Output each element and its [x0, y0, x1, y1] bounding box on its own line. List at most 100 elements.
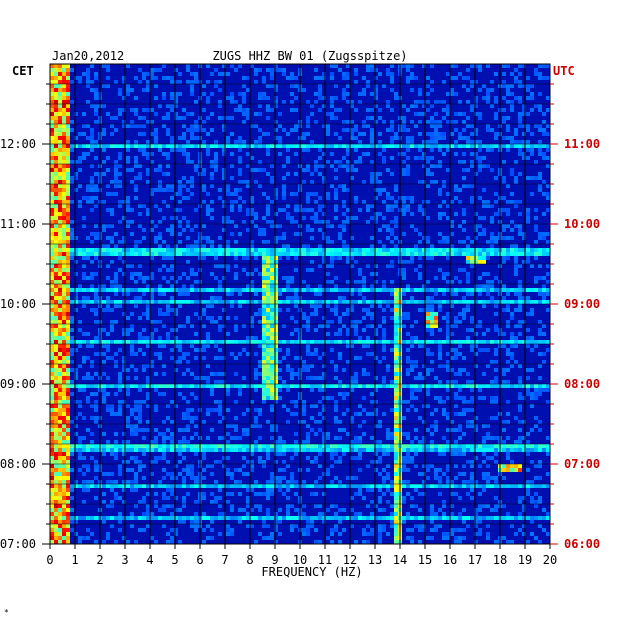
- spectrogram-cell: [50, 284, 54, 288]
- spectrogram-cell: [194, 288, 198, 292]
- spectrogram-cell: [262, 296, 266, 300]
- spectrogram-cell: [162, 92, 166, 96]
- spectrogram-cell: [118, 300, 122, 304]
- spectrogram-cell: [166, 280, 170, 284]
- spectrogram-cell: [154, 388, 158, 392]
- spectrogram-cell: [214, 372, 218, 376]
- spectrogram-cell: [238, 384, 242, 388]
- spectrogram-cell: [66, 108, 70, 112]
- spectrogram-cell: [122, 200, 126, 204]
- spectrogram-cell: [126, 204, 130, 208]
- spectrogram-cell: [378, 108, 382, 112]
- spectrogram-cell: [222, 144, 226, 148]
- spectrogram-cell: [258, 344, 262, 348]
- spectrogram-cell: [478, 88, 482, 92]
- spectrogram-cell: [222, 248, 226, 252]
- spectrogram-cell: [58, 352, 62, 356]
- spectrogram-cell: [142, 88, 146, 92]
- spectrogram-cell: [102, 392, 106, 396]
- spectrogram-cell: [306, 368, 310, 372]
- spectrogram-cell: [214, 384, 218, 388]
- spectrogram-cell: [250, 244, 254, 248]
- spectrogram-cell: [538, 332, 542, 336]
- spectrogram-cell: [386, 100, 390, 104]
- spectrogram-cell: [282, 404, 286, 408]
- spectrogram-cell: [382, 148, 386, 152]
- spectrogram-cell: [506, 292, 510, 296]
- spectrogram-cell: [106, 448, 110, 452]
- spectrogram-cell: [262, 344, 266, 348]
- spectrogram-cell: [314, 420, 318, 424]
- spectrogram-cell: [254, 300, 258, 304]
- spectrogram-cell: [450, 444, 454, 448]
- spectrogram-cell: [446, 148, 450, 152]
- spectrogram-cell: [218, 460, 222, 464]
- spectrogram-cell: [438, 468, 442, 472]
- spectrogram-cell: [142, 144, 146, 148]
- spectrogram-cell: [346, 76, 350, 80]
- spectrogram-cell: [466, 236, 470, 240]
- spectrogram-cell: [90, 272, 94, 276]
- spectrogram-cell: [138, 264, 142, 268]
- spectrogram-cell: [154, 224, 158, 228]
- spectrogram-cell: [362, 408, 366, 412]
- spectrogram-cell: [182, 108, 186, 112]
- spectrogram-cell: [134, 424, 138, 428]
- spectrogram-cell: [462, 160, 466, 164]
- spectrogram-cell: [426, 160, 430, 164]
- spectrogram-cell: [118, 388, 122, 392]
- spectrogram-cell: [314, 100, 318, 104]
- spectrogram-cell: [130, 428, 134, 432]
- spectrogram-cell: [126, 420, 130, 424]
- spectrogram-cell: [374, 104, 378, 108]
- spectrogram-cell: [162, 188, 166, 192]
- spectrogram-cell: [382, 348, 386, 352]
- spectrogram-cell: [62, 308, 66, 312]
- spectrogram-cell: [222, 464, 226, 468]
- spectrogram-cell: [50, 196, 54, 200]
- spectrogram-cell: [254, 144, 258, 148]
- spectrogram-cell: [506, 116, 510, 120]
- spectrogram-cell: [158, 236, 162, 240]
- spectrogram-cell: [322, 288, 326, 292]
- spectrogram-cell: [466, 100, 470, 104]
- spectrogram-cell: [514, 324, 518, 328]
- spectrogram-cell: [66, 408, 70, 412]
- spectrogram-cell: [158, 384, 162, 388]
- spectrogram-cell: [342, 244, 346, 248]
- spectrogram-cell: [518, 252, 522, 256]
- spectrogram-cell: [326, 448, 330, 452]
- spectrogram-cell: [350, 176, 354, 180]
- spectrogram-cell: [242, 412, 246, 416]
- spectrogram-cell: [54, 332, 58, 336]
- spectrogram-cell: [502, 284, 506, 288]
- spectrogram-cell: [266, 348, 270, 352]
- spectrogram-cell: [250, 288, 254, 292]
- spectrogram-cell: [50, 244, 54, 248]
- spectrogram-cell: [438, 252, 442, 256]
- spectrogram-cell: [258, 364, 262, 368]
- spectrogram-cell: [218, 296, 222, 300]
- spectrogram-cell: [50, 116, 54, 120]
- spectrogram-cell: [222, 172, 226, 176]
- spectrogram-cell: [322, 152, 326, 156]
- spectrogram-cell: [118, 156, 122, 160]
- spectrogram-cell: [266, 288, 270, 292]
- spectrogram-cell: [346, 72, 350, 76]
- spectrogram-cell: [538, 464, 542, 468]
- spectrogram-cell: [210, 296, 214, 300]
- spectrogram-cell: [438, 216, 442, 220]
- spectrogram-cell: [358, 412, 362, 416]
- spectrogram-cell: [306, 268, 310, 272]
- spectrogram-cell: [158, 300, 162, 304]
- spectrogram-cell: [110, 252, 114, 256]
- spectrogram-cell: [510, 92, 514, 96]
- spectrogram-cell: [62, 176, 66, 180]
- spectrogram-cell: [134, 416, 138, 420]
- spectrogram-cell: [54, 164, 58, 168]
- spectrogram-cell: [262, 256, 266, 260]
- spectrogram-cell: [222, 252, 226, 256]
- spectrogram-cell: [342, 228, 346, 232]
- spectrogram-cell: [142, 204, 146, 208]
- spectrogram-cell: [58, 196, 62, 200]
